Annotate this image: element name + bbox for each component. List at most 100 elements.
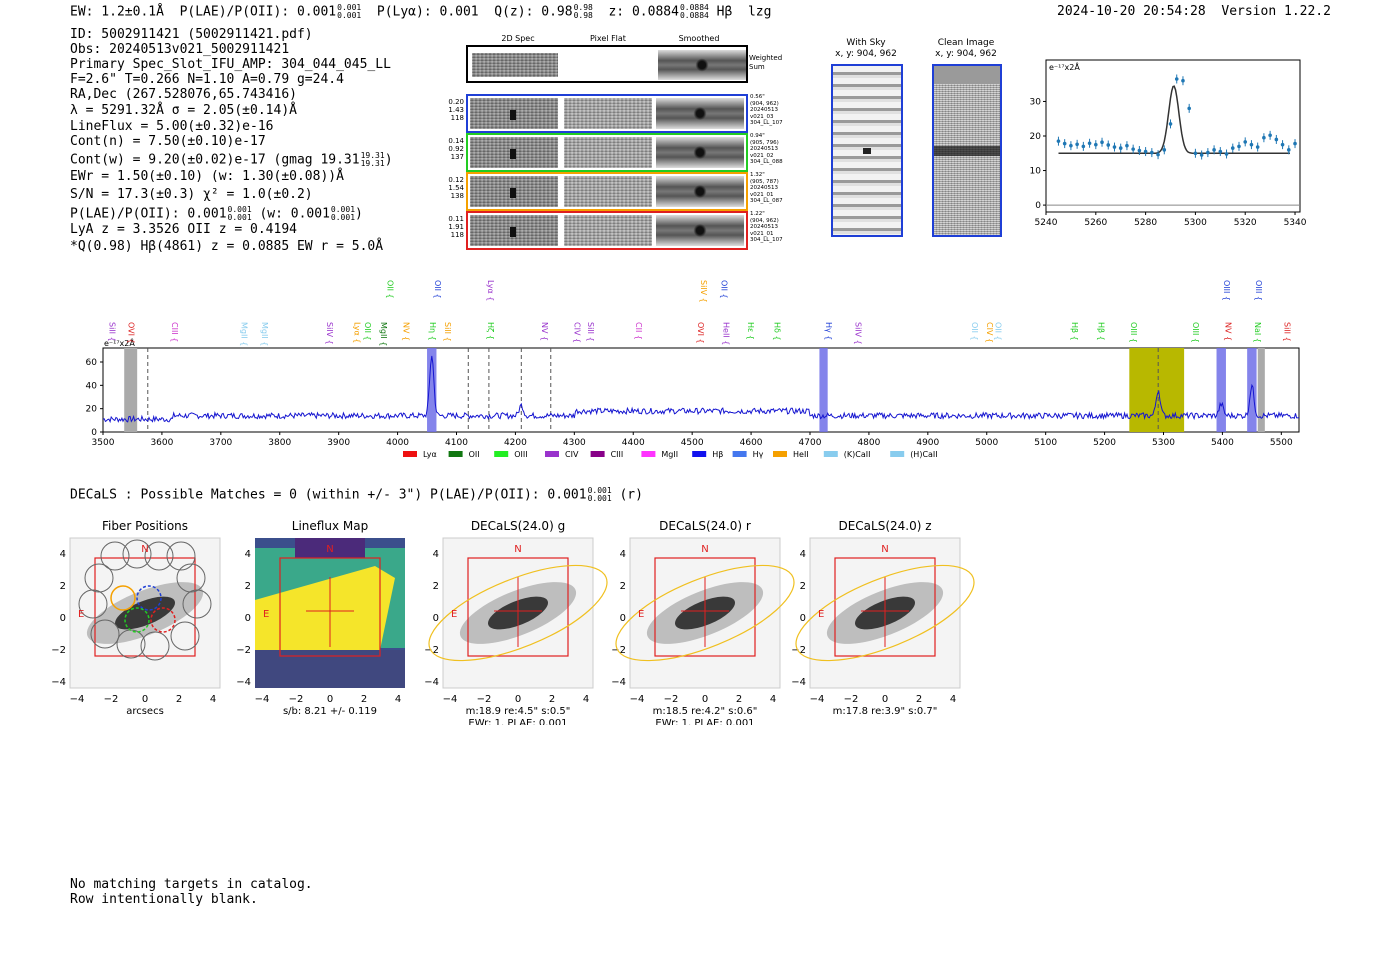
decals-y-tick-label: 4 [800,549,806,560]
spectrum-legend-swatch [448,451,463,457]
decals-panel: DECaLS(24.0) g −4 −4 −2 −2 0 0 2 2 4 4 N Em:18.9 re:… [424,519,608,725]
decals-x-tick-label: 0 [882,694,888,705]
decals-caption: s/b: 8.21 +/- 0.119 [283,706,377,717]
zoom-x-tick-label: 5260 [1084,218,1107,228]
decals-x-tick-label: 2 [916,694,922,705]
spectrum-line-label: SiII { [1282,322,1291,342]
weighted-2d-spec [472,53,558,77]
spectrum-line-label: SiII { [443,322,452,342]
decals-y-tick-label: 4 [245,549,251,560]
info-sn: S/N = 17.3(±0.3) χ² = 1.0(±0.2) [70,187,313,202]
decals-panel-title: DECaLS(24.0) g [471,519,565,533]
spectrum-line-label: OII { [720,280,729,299]
weighted-sum-frame [466,45,748,83]
info-plae-w-lo: 0.001 [330,213,356,222]
cutout-meta-line: 0.56" [750,94,765,100]
aperture-box [279,557,381,657]
zoom-plot: 5240 5260 5280 5300 5320 5340 0 10 20 30 e⁻¹⁷x2Å [1030,59,1307,228]
spectrum-line-label: NV { [1223,322,1232,341]
cutout-stat: 1.54 [448,184,464,192]
cutout-source [510,149,516,159]
header-summary: EW: 1.2±0.1Å P(LAE)/P(OII): 0.001 0.001 0.… [70,4,771,20]
spectrum-line-label: Hε { [746,322,755,340]
zoom-data-point [1187,106,1191,111]
decals-y-tick-label: −2 [791,645,806,656]
info-obs: Obs: 20240513v021_5002911421 [70,42,290,57]
fiber-circle [84,563,114,593]
cutout-smoothed [656,215,744,246]
cutout-source [510,110,516,120]
spectrum-line-label: OII { [994,322,1003,341]
decals-y-tick-label: 4 [433,549,439,560]
spectrum-line-band [1216,348,1226,432]
cutout-stat: 118 [450,114,464,122]
decals-caption: m:17.8 re:3.9" s:0.7" [833,706,938,717]
east-label: E [263,609,269,620]
header-plae-val: 0.001 [296,4,337,20]
cutout-meta-line: 20240513 [750,185,778,191]
header-z-hi: 0.0884 [679,3,709,12]
spectrum-legend-swatch [732,451,747,457]
spectrum-legend-label: CIII [611,450,624,459]
decals-y-tick-label: 2 [620,581,626,592]
spectrum-line-label: SiIV { [699,280,708,303]
spectrum-x-tick-label: 3700 [209,438,232,448]
decals-x-tick-label: −4 [255,694,270,705]
info-plae-hi: 0.001 [227,205,252,214]
cutout-meta-line: 0.94" [750,133,765,139]
zoom-data-point [1280,142,1285,147]
east-label: E [451,609,457,620]
weighted-sum-label: Weighted Sum [749,54,783,71]
spectrum-x-tick-label: 5400 [1211,438,1234,448]
decals-y-tick-label: 2 [433,581,439,592]
spectrum-line-label: MgII { [240,322,249,346]
cutout-row-frame [466,133,748,172]
decals-x-tick-label: −2 [104,694,119,705]
spectrum-line-label: OII { [363,322,372,341]
cutout-stat: 137 [450,153,464,161]
decals-x-tick-label: 4 [583,694,589,705]
east-label: E [818,609,824,620]
cutout-stat: 0.12 [448,176,464,184]
galaxy-aperture-ellipse [428,564,608,662]
zoom-data-point [1137,148,1142,153]
cutout-meta-line: 20240513 [750,107,778,113]
cutout-row-stats: 0.11 1.91 118 [440,215,464,239]
clean-image-title: Clean Image [937,38,995,48]
zoom-data-point [1181,78,1185,83]
zoom-data-point [1100,140,1104,145]
full-spectrum-plot: 3500 3600 3700 3800 3900 4000 4100 4200 4300 4400… [86,280,1300,459]
spectrum-line-label: OVI { [126,322,135,344]
spectrum-x-tick-label: 4600 [740,438,763,448]
zoom-x-tick-label: 5340 [1284,218,1307,228]
header-timestamp: 2024-10-20 20:54:28 Version 1.22.2 [1057,4,1331,19]
spectrum-legend-swatch [641,451,656,457]
zoom-data-point [1168,122,1173,126]
decals-y-tick-label: 0 [800,613,806,624]
info-plae-w-hi: 0.001 [330,205,356,214]
decals-caption: arcsecs [126,706,164,717]
zoom-y-tick-label: 20 [1030,132,1041,142]
cutout-stat: 0.20 [448,98,464,106]
zoom-data-point [1106,143,1111,147]
decals-x-tick-label: −4 [630,694,645,705]
decals-x-tick-label: −4 [810,694,825,705]
info-contw-hi: 19.31 [360,151,385,160]
footer-line-1: No matching targets in catalog. [70,877,313,892]
decals-x-tick-label: 2 [736,694,742,705]
galaxy-core [114,596,176,630]
clean-image [932,64,1002,237]
fiber-circle-green [124,607,150,633]
zoom-data-point [1131,147,1135,151]
spectrum-legend-swatch [773,451,787,457]
galaxy-aperture-ellipse [615,564,795,662]
cutout-row-stats: 0.20 1.43 118 [440,98,464,122]
cutout-stat: 0.11 [448,215,464,223]
decals-y-tick-label: 0 [245,613,251,624]
aperture-box [654,557,756,657]
spectrum-legend-swatch [823,451,838,457]
fiber-circle [144,541,174,571]
zoom-ylabel: e⁻¹⁷x2Å [1049,61,1080,72]
